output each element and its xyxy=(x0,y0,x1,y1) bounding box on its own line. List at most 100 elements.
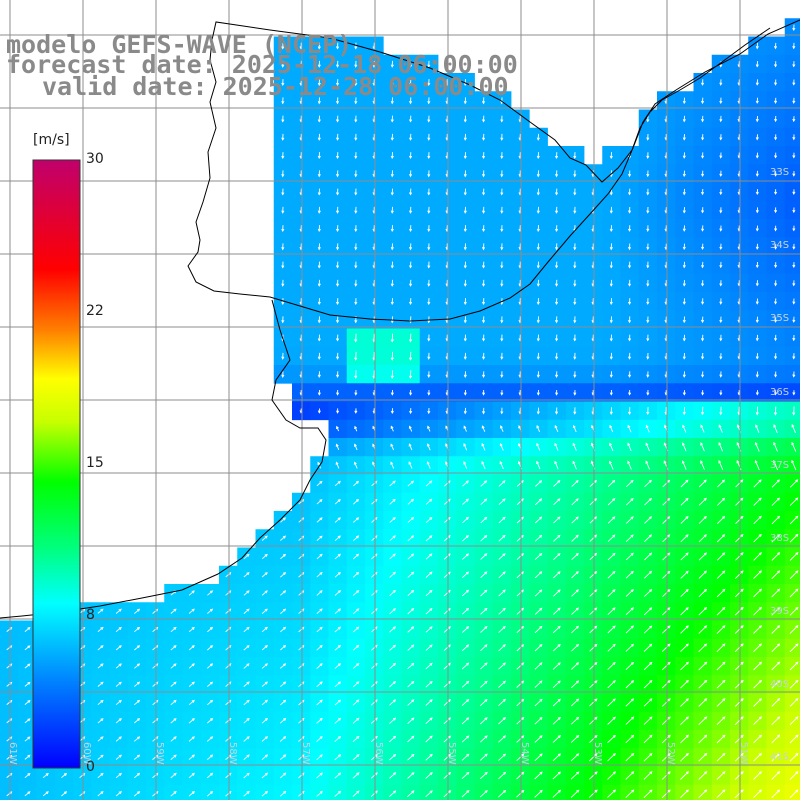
wind-arrow xyxy=(390,316,394,324)
wind-arrow xyxy=(463,133,467,141)
wind-arrow xyxy=(771,698,781,707)
wind-arrow xyxy=(662,552,671,561)
wind-cell xyxy=(474,784,494,800)
wind-arrow xyxy=(534,644,543,652)
wind-arrow xyxy=(427,371,431,378)
wind-arrow xyxy=(316,699,323,706)
wind-arrow xyxy=(425,717,433,725)
wind-arrow xyxy=(498,735,507,743)
wind-arrow xyxy=(609,407,613,415)
wind-arrow xyxy=(734,771,744,780)
wind-arrow xyxy=(789,661,799,671)
wind-arrow xyxy=(753,752,762,762)
wind-arrow xyxy=(698,515,707,524)
wind-arrow xyxy=(698,734,708,744)
wind-arrow xyxy=(317,298,321,306)
wind-arrow xyxy=(628,371,632,378)
wind-arrow xyxy=(281,170,285,178)
wind-arrow xyxy=(498,534,506,542)
wind-arrow xyxy=(719,280,723,287)
wind-arrow xyxy=(482,188,486,196)
wind-arrow xyxy=(700,442,705,452)
wind-arrow xyxy=(536,334,540,342)
wind-arrow xyxy=(552,680,561,689)
wind-arrow xyxy=(427,133,431,141)
wind-arrow xyxy=(792,97,796,104)
wind-arrow xyxy=(481,352,486,360)
wind-arrow xyxy=(588,771,598,780)
wind-arrow xyxy=(354,279,358,287)
wind-arrow xyxy=(388,772,397,779)
wind-arrow xyxy=(771,533,781,543)
wind-arrow xyxy=(734,606,744,616)
wind-arrow xyxy=(754,459,760,471)
wind-arrow xyxy=(609,279,613,287)
wind-arrow xyxy=(516,753,525,762)
wind-arrow xyxy=(628,389,632,396)
wind-arrow xyxy=(755,207,759,214)
wind-arrow xyxy=(536,316,540,324)
wind-arrow xyxy=(480,662,488,670)
wind-arrow xyxy=(443,699,452,706)
wind-arrow xyxy=(644,552,653,561)
wind-arrow xyxy=(661,734,671,744)
wind-arrow xyxy=(698,716,708,726)
wind-arrow xyxy=(354,152,358,160)
wind-arrow xyxy=(682,298,686,305)
wind-arrow xyxy=(498,571,506,579)
wind-arrow xyxy=(24,663,31,669)
wind-cell xyxy=(638,784,658,800)
wind-arrow xyxy=(461,735,470,743)
wind-arrow xyxy=(589,479,597,488)
wind-arrow xyxy=(188,736,195,742)
wind-arrow xyxy=(134,645,141,651)
wind-arrow xyxy=(498,553,506,560)
wind-arrow xyxy=(407,516,415,523)
wind-arrow xyxy=(570,698,580,707)
wind-arrow xyxy=(682,188,686,196)
wind-arrow xyxy=(753,734,762,744)
wind-arrow xyxy=(170,681,177,687)
wind-arrow xyxy=(643,789,653,799)
wind-arrow xyxy=(427,425,431,432)
wind-arrow xyxy=(427,188,431,196)
wind-cell xyxy=(784,237,800,256)
wind-arrow xyxy=(281,97,285,105)
wind-arrow xyxy=(753,661,762,671)
wind-cell xyxy=(784,273,800,293)
wind-arrow xyxy=(408,333,413,343)
wind-arrow xyxy=(516,553,524,560)
wind-arrow xyxy=(774,134,778,141)
wind-arrow xyxy=(481,133,486,141)
wind-arrow xyxy=(625,661,634,671)
lat-label-34s: 34S xyxy=(770,240,790,251)
wind-arrow xyxy=(408,370,413,379)
wind-arrow xyxy=(443,626,451,633)
wind-arrow xyxy=(534,662,543,670)
wind-arrow xyxy=(682,316,686,324)
wind-arrow xyxy=(534,552,543,560)
wind-cell xyxy=(200,784,220,800)
wind-arrow xyxy=(316,772,323,779)
wind-arrow xyxy=(407,644,415,651)
wind-arrow xyxy=(661,752,671,762)
colorbar-tick-8: 8 xyxy=(86,607,95,623)
wind-arrow xyxy=(480,680,488,688)
wind-arrow xyxy=(627,334,632,342)
wind-arrow xyxy=(498,662,506,670)
wind-arrow xyxy=(336,188,340,196)
wind-arrow xyxy=(771,734,781,744)
wind-arrow xyxy=(716,679,726,689)
wind-arrow xyxy=(461,644,470,652)
wind-arrow xyxy=(755,371,759,378)
wind-arrow xyxy=(427,407,431,415)
wind-arrow xyxy=(354,188,358,196)
wind-arrow xyxy=(753,625,762,634)
wind-arrow xyxy=(774,152,778,159)
wind-arrow xyxy=(701,280,705,287)
wind-arrow xyxy=(170,772,177,779)
wind-arrow xyxy=(554,279,559,287)
wind-arrow xyxy=(425,571,433,578)
wind-cell xyxy=(784,748,800,767)
forecast-date: forecast date: 2025-12-18 06:00:00 xyxy=(6,50,518,79)
